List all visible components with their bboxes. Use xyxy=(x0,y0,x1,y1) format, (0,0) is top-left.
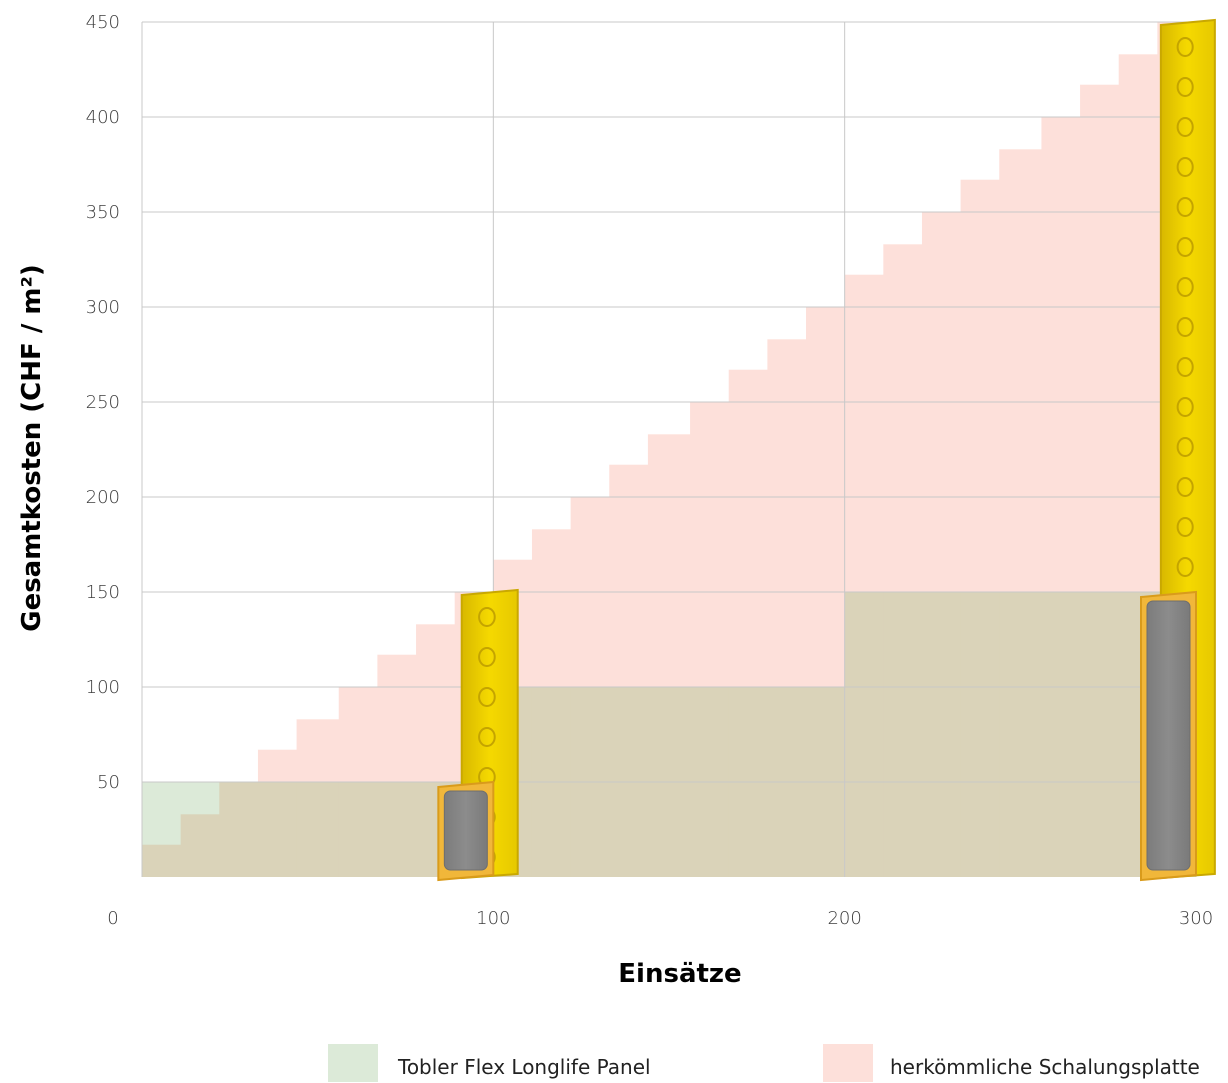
legend-swatch-conventional xyxy=(823,1044,873,1082)
plywood-board-icon-300-grain-11 xyxy=(1176,477,1194,497)
y-tick-label-0: 50 xyxy=(97,772,120,793)
overlap-step-4 xyxy=(296,782,340,877)
plywood-board-icon-300-grain-12 xyxy=(1176,517,1194,537)
plywood-board-icon-300-grain-4 xyxy=(1176,197,1194,217)
overlap-step-20 xyxy=(921,592,962,877)
plywood-board-icon-100-grain-0 xyxy=(478,607,496,627)
x-axis-ticks: 0 100 200 300 xyxy=(107,908,1213,929)
y-tick-label-3: 200 xyxy=(86,487,120,508)
legend: Tobler Flex Longlife Panel herkömmliche … xyxy=(328,1044,1200,1082)
flex-panel-icon-300 xyxy=(1140,590,1197,882)
illustrations xyxy=(437,18,1216,882)
overlap-step-24 xyxy=(1080,592,1120,877)
plywood-board-icon-300-grain-8 xyxy=(1176,357,1194,377)
overlap-step-23 xyxy=(1041,592,1081,877)
y-tick-label-6: 350 xyxy=(86,202,120,223)
x-tick-label-1: 100 xyxy=(476,908,510,929)
plywood-board-icon-300-grain-3 xyxy=(1176,157,1194,177)
overlap-step-3 xyxy=(257,782,298,877)
plywood-board-icon-300-grain-9 xyxy=(1176,397,1194,417)
y-tick-label-8: 450 xyxy=(86,12,120,33)
overlap-step-5 xyxy=(338,782,378,877)
y-tick-label-2: 150 xyxy=(86,582,120,603)
overlap-step-22 xyxy=(999,592,1042,877)
plywood-board-icon-300-grain-0 xyxy=(1176,37,1194,57)
overlap-step-6 xyxy=(377,782,417,877)
overlap-step-21 xyxy=(960,592,1000,877)
x-tick-label-3: 300 xyxy=(1179,908,1213,929)
x-tick-label-2: 200 xyxy=(827,908,861,929)
plywood-board-icon-300-grain-10 xyxy=(1176,437,1194,457)
flex-panel-icon-100 xyxy=(437,780,495,882)
plywood-board-icon-300-grain-6 xyxy=(1176,277,1194,297)
x-axis-title: Einsätze xyxy=(618,959,741,989)
flex-panel-icon-100-face xyxy=(443,790,488,871)
overlap-step-0 xyxy=(142,844,182,877)
y-axis-ticks: 50 100 150 200 250 300 350 400 450 xyxy=(86,12,120,793)
legend-item-flex: Tobler Flex Longlife Panel xyxy=(328,1044,651,1082)
plywood-board-icon-300-grain-13 xyxy=(1176,557,1194,577)
x-tick-label-0: 0 xyxy=(107,908,118,929)
plywood-board-icon-100-grain-1 xyxy=(478,647,496,667)
flex-panel-icon-300-face xyxy=(1146,600,1191,871)
overlap-step-19 xyxy=(883,592,923,877)
y-tick-label-4: 250 xyxy=(86,392,120,413)
y-tick-label-5: 300 xyxy=(86,297,120,318)
y-axis-title: Gesamtkosten (CHF / m²) xyxy=(17,264,47,632)
plywood-board-icon-100-grain-3 xyxy=(478,727,496,747)
overlap-step-18 xyxy=(844,592,884,877)
legend-label-conventional: herkömmliche Schalungsplatte xyxy=(890,1055,1200,1079)
plywood-board-icon-100-grain-2 xyxy=(478,687,496,707)
overlap-step-2 xyxy=(219,782,259,877)
plywood-board-icon-300-grain-2 xyxy=(1176,117,1194,137)
y-tick-label-7: 400 xyxy=(86,107,120,128)
overlap-step-1 xyxy=(180,814,220,877)
y-tick-label-1: 100 xyxy=(86,677,120,698)
legend-item-conventional: herkömmliche Schalungsplatte xyxy=(823,1044,1200,1082)
plywood-board-icon-300-grain-1 xyxy=(1176,77,1194,97)
legend-label-flex: Tobler Flex Longlife Panel xyxy=(397,1055,651,1079)
legend-swatch-flex xyxy=(328,1044,378,1082)
plywood-board-icon-300-grain-7 xyxy=(1176,317,1194,337)
plywood-board-icon-300-grain-5 xyxy=(1176,237,1194,257)
